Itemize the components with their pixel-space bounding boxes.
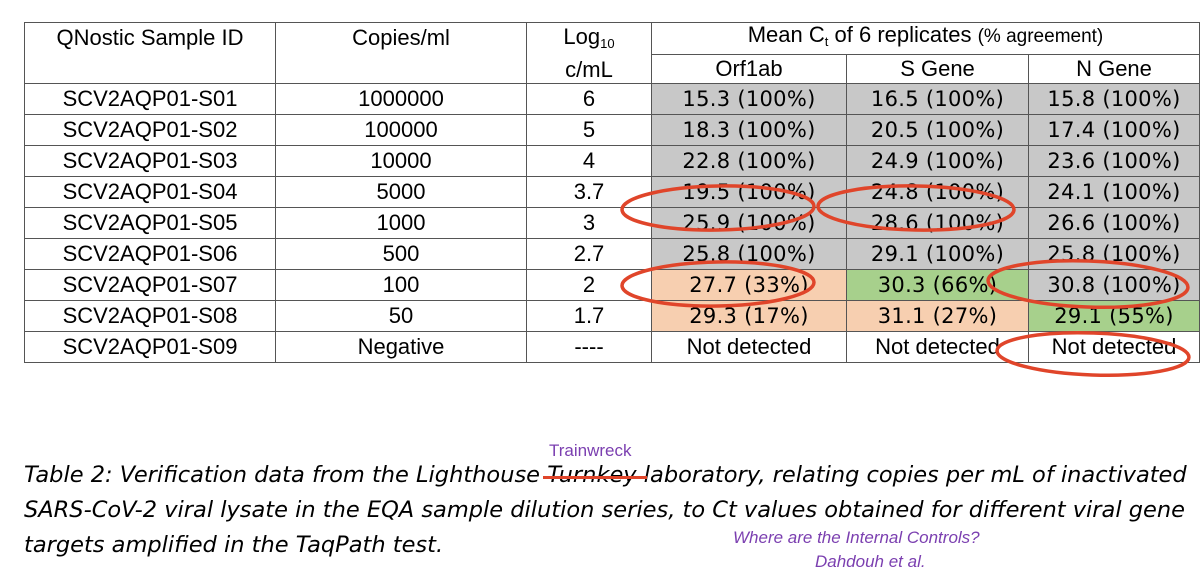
- sample-id: SCV2AQP01-S08: [24, 300, 276, 332]
- copies-value: 1000000: [275, 83, 527, 115]
- table-row: SCV2AQP01-S08 50 1.7 29.3 (17%) 31.1 (27…: [24, 300, 1200, 332]
- header-n-gene: N Gene: [1028, 54, 1200, 84]
- header-log-sub: 10: [600, 35, 615, 51]
- log-value: 2.7: [526, 238, 652, 270]
- verification-table: QNostic Sample ID Copies/ml Log10 c/mL M…: [24, 22, 1200, 363]
- header-log-unit: c/mL: [565, 56, 613, 82]
- header-log-main: Log: [563, 23, 601, 49]
- copies-value: 500: [275, 238, 527, 270]
- table-row: SCV2AQP01-S06 500 2.7 25.8 (100%) 29.1 (…: [24, 238, 1200, 270]
- s-gene-ct: 30.3 (66%): [846, 269, 1029, 301]
- n-gene-ct: 30.8 (100%): [1028, 269, 1200, 301]
- copies-value: 10000: [275, 145, 527, 177]
- table-row: SCV2AQP01-S03 10000 4 22.8 (100%) 24.9 (…: [24, 145, 1200, 177]
- annotation-question: Where are the Internal Controls?: [733, 528, 980, 547]
- log-value: 3: [526, 207, 652, 239]
- header-sample-id: QNostic Sample ID: [24, 22, 276, 84]
- log-value: 3.7: [526, 176, 652, 208]
- header-mean-sub: t: [824, 34, 829, 49]
- table-row: SCV2AQP01-S05 1000 3 25.9 (100%) 28.6 (1…: [24, 207, 1200, 239]
- s-gene-ct: 31.1 (27%): [846, 300, 1029, 332]
- caption-after: laboratory, relating copies per mL of in…: [24, 462, 1187, 558]
- copies-value: 50: [275, 300, 527, 332]
- n-gene-ct: Not detected: [1028, 331, 1200, 363]
- orf1ab-ct: 27.7 (33%): [651, 269, 847, 301]
- log-value: 1.7: [526, 300, 652, 332]
- header-s-gene: S Gene: [846, 54, 1029, 84]
- orf1ab-ct: 15.3 (100%): [651, 83, 847, 115]
- s-gene-ct: 28.6 (100%): [846, 207, 1029, 239]
- s-gene-ct: 20.5 (100%): [846, 114, 1029, 146]
- n-gene-ct: 29.1 (55%): [1028, 300, 1200, 332]
- orf1ab-ct: 25.8 (100%): [651, 238, 847, 270]
- copies-value: 5000: [275, 176, 527, 208]
- s-gene-ct: 29.1 (100%): [846, 238, 1029, 270]
- sample-id: SCV2AQP01-S07: [24, 269, 276, 301]
- header-copies: Copies/ml: [275, 22, 527, 84]
- log-value: 5: [526, 114, 652, 146]
- orf1ab-ct: 18.3 (100%): [651, 114, 847, 146]
- n-gene-ct: 17.4 (100%): [1028, 114, 1200, 146]
- header-mean-prefix: Mean C: [747, 22, 825, 47]
- orf1ab-ct: 19.5 (100%): [651, 176, 847, 208]
- n-gene-ct: 15.8 (100%): [1028, 83, 1200, 115]
- sample-id: SCV2AQP01-S02: [24, 114, 276, 146]
- header-log: Log10 c/mL: [526, 22, 652, 84]
- sample-id: SCV2AQP01-S01: [24, 83, 276, 115]
- orf1ab-ct: 29.3 (17%): [651, 300, 847, 332]
- copies-value: Negative: [275, 331, 527, 363]
- sample-id: SCV2AQP01-S04: [24, 176, 276, 208]
- table-caption: Table 2: Verification data from the Ligh…: [24, 458, 1194, 563]
- orf1ab-ct: Not detected: [651, 331, 847, 363]
- header-orf1ab: Orf1ab: [651, 54, 847, 84]
- n-gene-ct: 26.6 (100%): [1028, 207, 1200, 239]
- caption-before: Table 2: Verification data from the Ligh…: [24, 462, 548, 488]
- s-gene-ct: 24.9 (100%): [846, 145, 1029, 177]
- annotation-attribution: Dahdouh et al.: [815, 552, 926, 571]
- n-gene-ct: 24.1 (100%): [1028, 176, 1200, 208]
- log-value: ----: [526, 331, 652, 363]
- header-mean-suffix: (% agreement): [977, 26, 1104, 47]
- s-gene-ct: 24.8 (100%): [846, 176, 1029, 208]
- table-row: SCV2AQP01-S04 5000 3.7 19.5 (100%) 24.8 …: [24, 176, 1200, 208]
- sample-id: SCV2AQP01-S06: [24, 238, 276, 270]
- table-row: SCV2AQP01-S07 100 2 27.7 (33%) 30.3 (66%…: [24, 269, 1200, 301]
- caption-struck-word: Turnkey: [547, 462, 637, 488]
- s-gene-ct: 16.5 (100%): [846, 83, 1029, 115]
- orf1ab-ct: 25.9 (100%): [651, 207, 847, 239]
- log-value: 6: [526, 83, 652, 115]
- sample-id: SCV2AQP01-S05: [24, 207, 276, 239]
- orf1ab-ct: 22.8 (100%): [651, 145, 847, 177]
- header-mean-mid: of 6 replicates: [828, 22, 978, 47]
- table-row: SCV2AQP01-S02 100000 5 18.3 (100%) 20.5 …: [24, 114, 1200, 146]
- sample-id: SCV2AQP01-S09: [24, 331, 276, 363]
- header-mean-ct: Mean Ct of 6 replicates (% agreement): [651, 22, 1200, 55]
- annotation-replacement-word: Trainwreck: [549, 441, 632, 460]
- table-row: SCV2AQP01-S09 Negative ---- Not detected…: [24, 331, 1200, 363]
- log-value: 4: [526, 145, 652, 177]
- copies-value: 100: [275, 269, 527, 301]
- s-gene-ct: Not detected: [846, 331, 1029, 363]
- n-gene-ct: 25.8 (100%): [1028, 238, 1200, 270]
- sample-id: SCV2AQP01-S03: [24, 145, 276, 177]
- copies-value: 1000: [275, 207, 527, 239]
- table-row: SCV2AQP01-S01 1000000 6 15.3 (100%) 16.5…: [24, 83, 1200, 115]
- copies-value: 100000: [275, 114, 527, 146]
- log-value: 2: [526, 269, 652, 301]
- n-gene-ct: 23.6 (100%): [1028, 145, 1200, 177]
